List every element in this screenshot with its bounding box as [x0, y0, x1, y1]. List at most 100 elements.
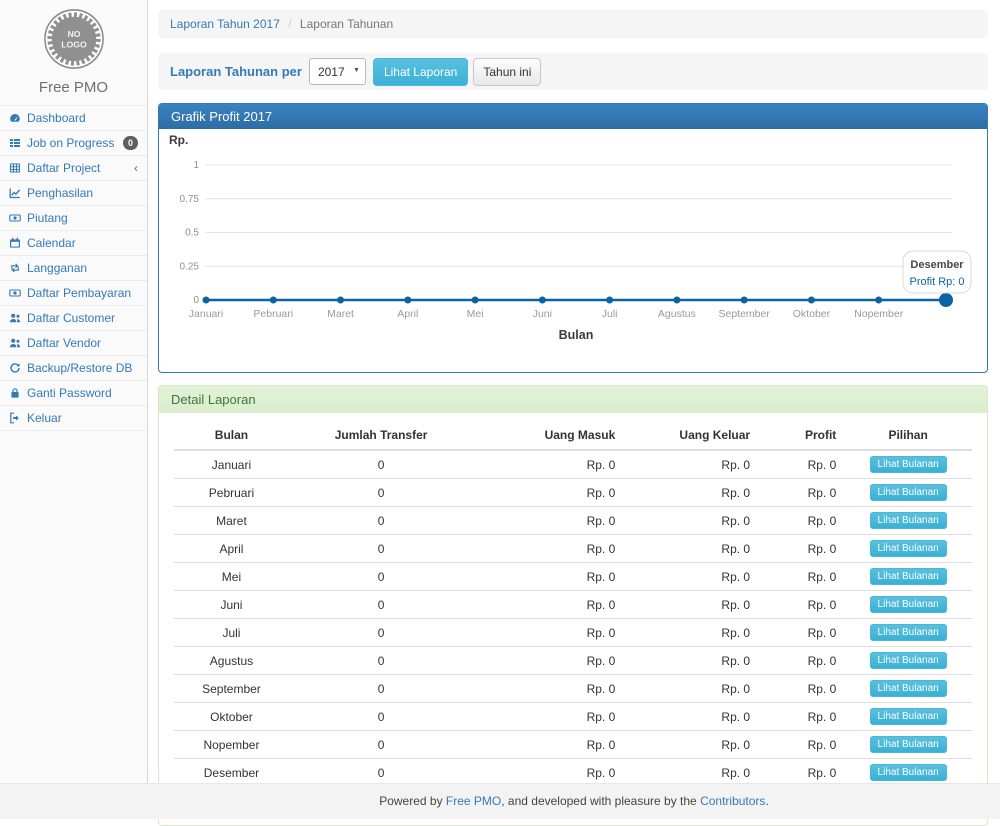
sidebar-item-calendar[interactable]: Calendar	[0, 231, 147, 256]
cell-uang-keluar: Rp. 0	[623, 675, 758, 703]
sidebar-item-piutang[interactable]: Piutang	[0, 206, 147, 231]
cell-uang-keluar: Rp. 0	[623, 507, 758, 535]
breadcrumb-link-laporan-tahun[interactable]: Laporan Tahun 2017	[170, 17, 280, 31]
lihat-bulanan-button[interactable]: Lihat Bulanan	[870, 596, 947, 613]
cell-jumlah-transfer: 0	[289, 591, 473, 619]
sidebar-item-backup-restore-db[interactable]: Backup/Restore DB	[0, 356, 147, 381]
sidebar-item-dashboard[interactable]: Dashboard	[0, 106, 147, 131]
lihat-bulanan-button[interactable]: Lihat Bulanan	[870, 680, 947, 697]
lihat-bulanan-button[interactable]: Lihat Bulanan	[870, 764, 947, 781]
svg-text:Maret: Maret	[327, 308, 354, 320]
cell-pilihan: Lihat Bulanan	[844, 535, 972, 563]
tahun-ini-button[interactable]: Tahun ini	[473, 58, 541, 86]
profit-chart-panel: Grafik Profit 2017 Rp.00.250.50.751Janua…	[158, 103, 988, 373]
report-table-body: Januari0Rp. 0Rp. 0Rp. 0Lihat BulananPebr…	[174, 450, 972, 811]
lihat-bulanan-button[interactable]: Lihat Bulanan	[870, 512, 947, 529]
cell-jumlah-transfer: 0	[289, 535, 473, 563]
cell-profit: Rp. 0	[758, 619, 844, 647]
cell-bulan: Juli	[174, 619, 289, 647]
lihat-bulanan-button[interactable]: Lihat Bulanan	[870, 624, 947, 641]
detail-report-panel: Detail Laporan Bulan Jumlah Transfer Uan…	[158, 385, 988, 826]
users-icon	[9, 337, 22, 349]
table-row: Pebruari0Rp. 0Rp. 0Rp. 0Lihat Bulanan	[174, 479, 972, 507]
cell-jumlah-transfer: 0	[289, 619, 473, 647]
lihat-bulanan-button[interactable]: Lihat Bulanan	[870, 484, 947, 501]
table-header-row: Bulan Jumlah Transfer Uang Masuk Uang Ke…	[174, 421, 972, 450]
table-row: Oktober0Rp. 0Rp. 0Rp. 0Lihat Bulanan	[174, 703, 972, 731]
lihat-bulanan-button[interactable]: Lihat Bulanan	[870, 568, 947, 585]
sidebar-item-job-on-progress[interactable]: Job on Progress 0	[0, 131, 147, 156]
sidebar-item-daftar-vendor[interactable]: Daftar Vendor	[0, 331, 147, 356]
users-icon	[9, 312, 22, 324]
free-pmo-link[interactable]: Free PMO	[446, 794, 501, 808]
line-chart-icon	[9, 187, 22, 199]
cell-profit: Rp. 0	[758, 731, 844, 759]
detail-panel-title: Detail Laporan	[159, 386, 987, 413]
cell-pilihan: Lihat Bulanan	[844, 450, 972, 479]
table-row: Juni0Rp. 0Rp. 0Rp. 0Lihat Bulanan	[174, 591, 972, 619]
cell-bulan: April	[174, 535, 289, 563]
sidebar-item-daftar-pembayaran[interactable]: Daftar Pembayaran	[0, 281, 147, 306]
lihat-bulanan-button[interactable]: Lihat Bulanan	[870, 652, 947, 669]
money-icon	[9, 287, 22, 299]
table-icon	[9, 162, 22, 174]
profit-line-chart[interactable]: Rp.00.250.50.751JanuariPebruariMaretApri…	[159, 129, 987, 369]
cell-bulan: Maret	[174, 507, 289, 535]
svg-text:Juli: Juli	[602, 308, 618, 320]
cell-profit: Rp. 0	[758, 647, 844, 675]
sidebar-item-daftar-customer[interactable]: Daftar Customer	[0, 306, 147, 331]
cell-uang-keluar: Rp. 0	[623, 703, 758, 731]
svg-text:Januari: Januari	[189, 308, 223, 320]
lihat-laporan-button[interactable]: Lihat Laporan	[373, 58, 468, 86]
sign-out-icon	[9, 412, 22, 424]
year-select[interactable]: 2017	[309, 58, 366, 85]
report-form-label: Laporan Tahunan per	[170, 64, 302, 79]
svg-text:0.5: 0.5	[185, 228, 199, 239]
svg-text:Agustus: Agustus	[658, 308, 696, 320]
svg-text:Nopember: Nopember	[854, 308, 904, 320]
svg-text:Mei: Mei	[467, 308, 484, 320]
table-row: September0Rp. 0Rp. 0Rp. 0Lihat Bulanan	[174, 675, 972, 703]
sidebar-item-keluar[interactable]: Keluar	[0, 406, 147, 431]
svg-text:Oktober: Oktober	[793, 308, 831, 320]
report-form: Laporan Tahunan per 2017 ▼ Lihat Laporan…	[158, 53, 988, 90]
report-table: Bulan Jumlah Transfer Uang Masuk Uang Ke…	[174, 421, 972, 811]
table-row: Maret0Rp. 0Rp. 0Rp. 0Lihat Bulanan	[174, 507, 972, 535]
sidebar: NO LOGO Free PMO Dashboard Job on Progre…	[0, 0, 148, 783]
cell-jumlah-transfer: 0	[289, 703, 473, 731]
lihat-bulanan-button[interactable]: Lihat Bulanan	[870, 456, 947, 473]
cell-pilihan: Lihat Bulanan	[844, 731, 972, 759]
lihat-bulanan-button[interactable]: Lihat Bulanan	[870, 736, 947, 753]
sidebar-item-langganan[interactable]: Langganan	[0, 256, 147, 281]
progress-count-badge: 0	[123, 136, 138, 150]
cell-uang-masuk: Rp. 0	[473, 507, 623, 535]
cell-uang-masuk: Rp. 0	[473, 731, 623, 759]
table-row: Agustus0Rp. 0Rp. 0Rp. 0Lihat Bulanan	[174, 647, 972, 675]
list-icon	[9, 137, 22, 149]
lihat-bulanan-button[interactable]: Lihat Bulanan	[870, 540, 947, 557]
sidebar-item-ganti-password[interactable]: Ganti Password	[0, 381, 147, 406]
svg-text:LOGO: LOGO	[61, 40, 87, 50]
column-header-bulan: Bulan	[174, 421, 289, 450]
cell-jumlah-transfer: 0	[289, 647, 473, 675]
contributors-link[interactable]: Contributors	[700, 794, 765, 808]
cell-uang-keluar: Rp. 0	[623, 535, 758, 563]
svg-text:Desember: Desember	[910, 259, 964, 271]
sidebar-item-penghasilan[interactable]: Penghasilan	[0, 181, 147, 206]
cell-profit: Rp. 0	[758, 479, 844, 507]
brand-name: Free PMO	[0, 79, 147, 105]
lihat-bulanan-button[interactable]: Lihat Bulanan	[870, 708, 947, 725]
cell-profit: Rp. 0	[758, 563, 844, 591]
cell-pilihan: Lihat Bulanan	[844, 675, 972, 703]
svg-text:Rp.: Rp.	[169, 133, 188, 147]
svg-text:0.25: 0.25	[180, 261, 200, 272]
cell-profit: Rp. 0	[758, 703, 844, 731]
cell-bulan: Juni	[174, 591, 289, 619]
sidebar-item-daftar-project[interactable]: Daftar Project ‹	[0, 156, 147, 181]
calendar-icon	[9, 237, 22, 249]
column-header-jumlah-transfer: Jumlah Transfer	[289, 421, 473, 450]
cell-pilihan: Lihat Bulanan	[844, 479, 972, 507]
main-content: Laporan Tahun 2017 / Laporan Tahunan Lap…	[148, 0, 1000, 826]
cell-jumlah-transfer: 0	[289, 675, 473, 703]
table-row: April0Rp. 0Rp. 0Rp. 0Lihat Bulanan	[174, 535, 972, 563]
